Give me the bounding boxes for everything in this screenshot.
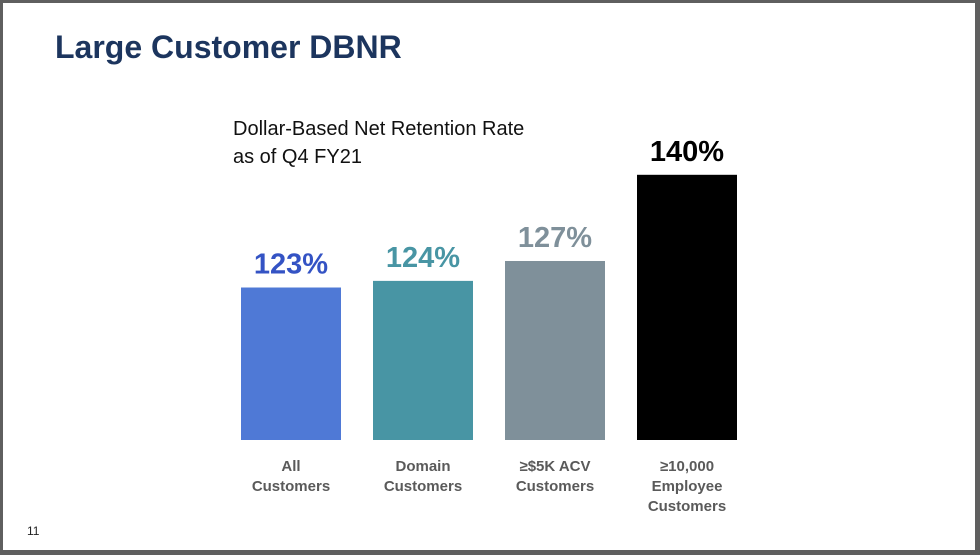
category-label-3-line-2: Customers [516, 478, 594, 495]
bar-4 [637, 174, 737, 441]
slide: Large Customer DBNR Dollar-Based Net Ret… [3, 3, 975, 550]
bar-chart: 123% All Customers 124% Domain Customers 127% ≥… [241, 136, 737, 515]
bar-value-label-2: 124% [386, 242, 460, 274]
category-label-2-line-2: Customers [384, 478, 462, 495]
category-label-4-line-3: Customers [648, 498, 726, 515]
chart-subtitle-line-1: Dollar-Based Net Retention Rate [233, 118, 525, 140]
category-label-4-line-1: ≥10,000 [660, 458, 714, 475]
slide-title: Large Customer DBNR [55, 29, 402, 65]
bar-value-label-1: 123% [254, 249, 328, 281]
bar-1 [241, 287, 341, 440]
chart-subtitle-line-2: as of Q4 FY21 [233, 146, 362, 168]
category-label-1-line-2: Customers [252, 478, 330, 495]
bar-value-label-3: 127% [518, 222, 592, 254]
category-label-3-line-1: ≥$5K ACV [519, 458, 590, 475]
page-number: 11 [27, 524, 40, 538]
category-label-2-line-1: Domain [395, 458, 450, 475]
bar-3 [505, 260, 605, 440]
category-label-1-line-1: All [281, 458, 300, 475]
bar-2 [373, 280, 473, 440]
chart-subtitle: Dollar-Based Net Retention Rate as of Q4… [233, 115, 524, 171]
bar-value-label-4: 140% [650, 136, 724, 168]
category-label-4-line-2: Employee [652, 478, 723, 495]
